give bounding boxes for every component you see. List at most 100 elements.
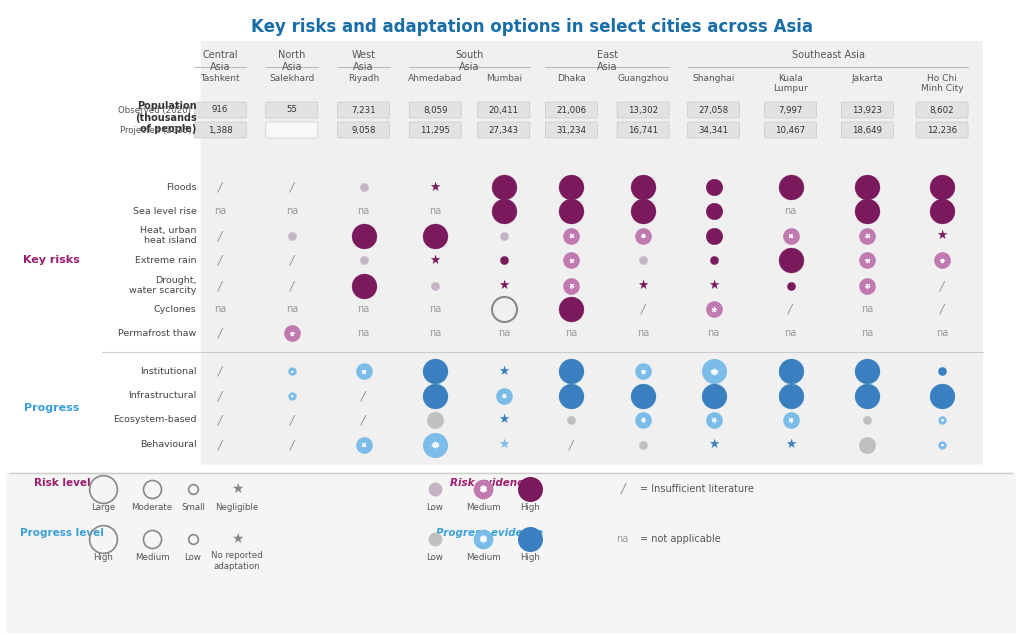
- Text: ★: ★: [430, 181, 440, 194]
- Text: Low: Low: [427, 552, 443, 561]
- Text: /: /: [290, 438, 294, 451]
- FancyBboxPatch shape: [478, 102, 529, 118]
- FancyBboxPatch shape: [410, 122, 461, 138]
- Text: West
Asia: West Asia: [351, 50, 376, 72]
- Text: Cyclones: Cyclones: [154, 305, 197, 314]
- Text: No reported
adaptation: No reported adaptation: [211, 552, 263, 571]
- Text: 16,741: 16,741: [628, 126, 658, 135]
- Text: High: High: [520, 552, 540, 561]
- Text: na: na: [784, 328, 797, 338]
- Text: /: /: [218, 438, 222, 451]
- FancyBboxPatch shape: [195, 122, 246, 138]
- Text: ★: ★: [430, 254, 440, 267]
- Text: na: na: [936, 328, 948, 338]
- Text: Large: Large: [91, 502, 115, 512]
- Text: na: na: [214, 206, 226, 217]
- Text: 7,997: 7,997: [778, 105, 803, 114]
- Text: Medium: Medium: [466, 552, 501, 561]
- Text: Tashkent: Tashkent: [201, 74, 240, 83]
- Text: na: na: [565, 328, 578, 338]
- FancyBboxPatch shape: [688, 122, 739, 138]
- Text: ★: ★: [499, 413, 509, 426]
- Text: Progress: Progress: [24, 403, 79, 413]
- Text: 27,058: 27,058: [698, 105, 729, 114]
- Text: Medium: Medium: [135, 552, 169, 561]
- Text: /: /: [569, 438, 573, 451]
- Text: na: na: [429, 206, 441, 217]
- Text: /: /: [218, 254, 222, 267]
- Text: 31,234: 31,234: [556, 126, 587, 135]
- Text: Low: Low: [184, 552, 202, 561]
- Text: South
Asia: South Asia: [456, 50, 483, 72]
- Text: ★: ★: [230, 481, 244, 495]
- Text: = Insufficient literature: = Insufficient literature: [640, 483, 754, 493]
- Text: na: na: [861, 328, 873, 338]
- Text: na: na: [637, 328, 649, 338]
- Text: ★: ★: [937, 229, 947, 242]
- FancyBboxPatch shape: [916, 102, 968, 118]
- Text: Guangzhou: Guangzhou: [617, 74, 669, 83]
- Text: /: /: [218, 181, 222, 194]
- Text: 27,343: 27,343: [488, 126, 519, 135]
- Text: ★: ★: [499, 279, 509, 292]
- Text: ★: ★: [638, 279, 648, 292]
- Text: 1,388: 1,388: [208, 126, 232, 135]
- Text: 11,295: 11,295: [420, 126, 451, 135]
- Text: Permafrost thaw: Permafrost thaw: [119, 329, 197, 338]
- Text: /: /: [641, 303, 645, 316]
- Text: na: na: [429, 304, 441, 314]
- Text: /: /: [788, 303, 793, 316]
- Text: ★: ★: [709, 438, 719, 451]
- FancyBboxPatch shape: [842, 102, 893, 118]
- Text: /: /: [290, 279, 294, 292]
- Text: North
Asia: North Asia: [279, 50, 305, 72]
- FancyBboxPatch shape: [617, 122, 669, 138]
- FancyBboxPatch shape: [195, 102, 246, 118]
- Text: Projected (2035): Projected (2035): [120, 126, 191, 135]
- Text: Moderate: Moderate: [131, 502, 173, 512]
- Text: 12,236: 12,236: [927, 126, 957, 135]
- Text: Ho Chi
Minh City: Ho Chi Minh City: [921, 74, 964, 93]
- FancyBboxPatch shape: [266, 122, 317, 138]
- FancyBboxPatch shape: [546, 122, 597, 138]
- Text: /: /: [290, 181, 294, 194]
- FancyBboxPatch shape: [478, 122, 529, 138]
- Text: na: na: [214, 304, 226, 314]
- Text: /: /: [361, 389, 366, 402]
- Text: ★: ★: [499, 438, 509, 451]
- FancyBboxPatch shape: [6, 472, 1016, 633]
- Text: /: /: [218, 389, 222, 402]
- Text: 13,302: 13,302: [628, 105, 658, 114]
- Text: Risk level: Risk level: [34, 479, 90, 488]
- Text: na: na: [286, 304, 298, 314]
- Text: na: na: [861, 304, 873, 314]
- FancyBboxPatch shape: [201, 41, 983, 464]
- Text: 7,231: 7,231: [351, 105, 376, 114]
- Text: Institutional: Institutional: [140, 367, 197, 376]
- Text: Progress evidence: Progress evidence: [436, 528, 544, 538]
- FancyBboxPatch shape: [338, 102, 389, 118]
- Text: 10,467: 10,467: [775, 126, 806, 135]
- Text: Mumbai: Mumbai: [485, 74, 522, 83]
- Text: ★: ★: [499, 365, 509, 378]
- Text: na: na: [357, 328, 370, 338]
- FancyBboxPatch shape: [765, 102, 816, 118]
- Text: Drought,
water scarcity: Drought, water scarcity: [129, 276, 197, 295]
- Text: Southeast Asia: Southeast Asia: [792, 50, 865, 60]
- Text: 916: 916: [212, 105, 228, 114]
- Text: 8,059: 8,059: [423, 105, 447, 114]
- Text: Low: Low: [427, 502, 443, 512]
- FancyBboxPatch shape: [546, 102, 597, 118]
- Text: High: High: [93, 552, 113, 561]
- Text: 21,006: 21,006: [556, 105, 587, 114]
- Text: Key risks: Key risks: [23, 255, 80, 265]
- Text: na: na: [784, 206, 797, 217]
- Text: Riyadh: Riyadh: [348, 74, 379, 83]
- Text: 55: 55: [287, 105, 297, 114]
- Text: Shanghai: Shanghai: [692, 74, 735, 83]
- Text: Small: Small: [181, 502, 205, 512]
- Text: Progress level: Progress level: [20, 528, 104, 538]
- Text: /: /: [290, 413, 294, 426]
- Text: Key risks and adaptation options in select cities across Asia: Key risks and adaptation options in sele…: [252, 18, 813, 36]
- Text: /: /: [218, 327, 222, 340]
